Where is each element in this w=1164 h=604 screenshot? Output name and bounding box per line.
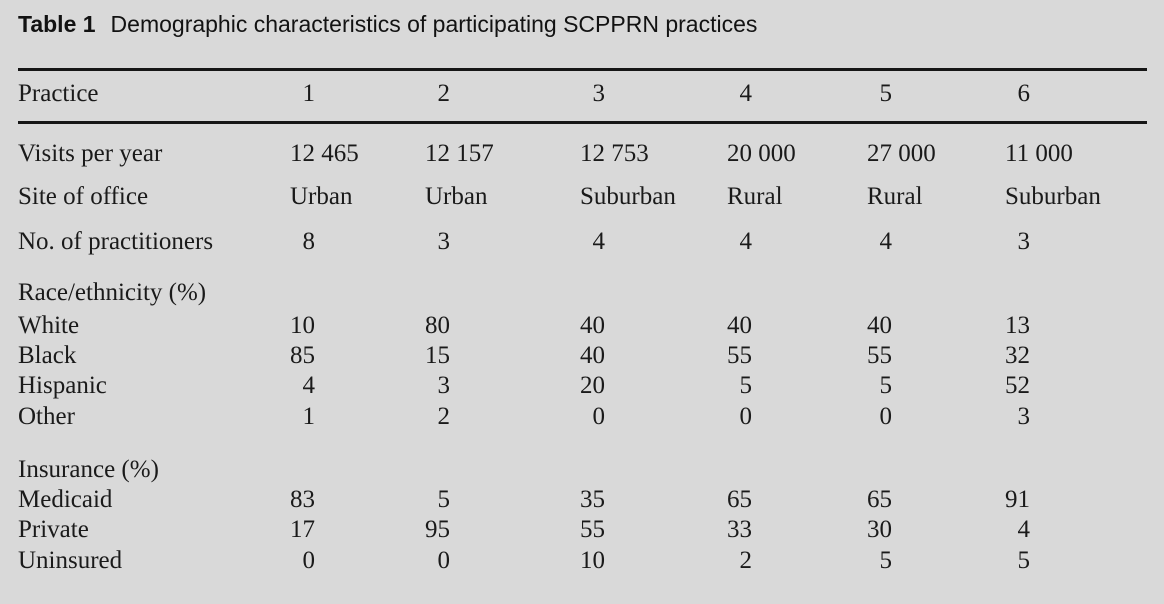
table-cell: 55: [727, 342, 752, 369]
table-cell: 4: [592, 228, 606, 255]
table-cell: 80: [425, 312, 450, 339]
table-cell: 65: [727, 486, 752, 513]
header-col-2: 2: [437, 80, 451, 107]
row-label: White: [18, 312, 80, 339]
table-caption: Table 1 Demographic characteristics of pa…: [18, 11, 757, 38]
header-col-4: 4: [739, 80, 753, 107]
table-cell: 5: [879, 547, 893, 574]
section-heading-label: Race/ethnicity (%): [18, 279, 207, 306]
row-label: No. of practitioners: [18, 228, 214, 255]
table-cell: 27 000: [867, 140, 936, 167]
table-cell: 40: [867, 312, 892, 339]
table-header-row: Practice 1 2 3 4 5 6: [18, 80, 1147, 108]
row-label: Private: [18, 516, 89, 543]
table-cell: 4: [302, 372, 316, 399]
row-label: Hispanic: [18, 372, 107, 399]
row-label: Visits per year: [18, 140, 163, 167]
table-cell: 95: [425, 516, 450, 543]
table-cell: Urban: [425, 183, 488, 210]
table-cell: 65: [867, 486, 892, 513]
row-label: Medicaid: [18, 486, 113, 513]
table-cell: 4: [1017, 516, 1031, 543]
row-label: Uninsured: [18, 547, 123, 574]
table-cell: 8: [302, 228, 316, 255]
table-row-practitioners: No. of practitioners 8 3 4 4 4 3: [18, 228, 1147, 256]
table-cell: 17: [290, 516, 315, 543]
table-row-private: Private 17 95 55 33 30 4: [18, 516, 1147, 544]
table-cell: 3: [437, 228, 451, 255]
table-cell: 5: [879, 372, 893, 399]
table-cell: 40: [727, 312, 752, 339]
table-cell: 30: [867, 516, 892, 543]
table-row-black: Black 85 15 40 55 55 32: [18, 342, 1147, 370]
table-cell: 52: [1005, 372, 1030, 399]
table-row-other: Other 1 2 0 0 0 3: [18, 403, 1147, 431]
table-cell: 13: [1005, 312, 1030, 339]
table-caption-number: Table 1: [18, 11, 96, 37]
table-cell: 1: [302, 403, 316, 430]
table-cell: 3: [437, 372, 451, 399]
table-cell: 12 465: [290, 140, 359, 167]
table-cell: 32: [1005, 342, 1030, 369]
table-cell: Rural: [727, 183, 783, 210]
table-caption-text: Demographic characteristics of participa…: [110, 11, 758, 37]
table-cell: 0: [879, 403, 893, 430]
table-cell: Suburban: [580, 183, 676, 210]
top-rule: [18, 68, 1147, 71]
table-cell: 12 157: [425, 140, 494, 167]
table-cell: 55: [580, 516, 605, 543]
table-cell: 11 000: [1005, 140, 1073, 167]
table-cell: 3: [1017, 403, 1031, 430]
table-cell: 12 753: [580, 140, 649, 167]
table-cell: 33: [727, 516, 752, 543]
table-cell: 0: [739, 403, 753, 430]
table-cell: 83: [290, 486, 315, 513]
table-row-site-of-office: Site of office Urban Urban Suburban Rura…: [18, 183, 1147, 211]
table-cell: 40: [580, 342, 605, 369]
table-cell: 0: [302, 547, 316, 574]
row-label: Site of office: [18, 183, 149, 210]
table-cell: 0: [437, 547, 451, 574]
table-cell: 91: [1005, 486, 1030, 513]
table-cell: 4: [739, 228, 753, 255]
section-heading-label: Insurance (%): [18, 456, 159, 483]
header-col-5: 5: [879, 80, 893, 107]
header-label: Practice: [18, 80, 99, 107]
header-col-3: 3: [592, 80, 606, 107]
table-row-uninsured: Uninsured 0 0 10 2 5 5: [18, 547, 1147, 575]
table-row-medicaid: Medicaid 83 5 35 65 65 91: [18, 486, 1147, 514]
table-cell: 2: [739, 547, 753, 574]
table-cell: 10: [580, 547, 605, 574]
table-cell: 40: [580, 312, 605, 339]
table-cell: 5: [739, 372, 753, 399]
table-cell: Urban: [290, 183, 353, 210]
table-cell: Rural: [867, 183, 923, 210]
table-cell: 20: [580, 372, 605, 399]
table-cell: 2: [437, 403, 451, 430]
table-cell: 3: [1017, 228, 1031, 255]
header-col-6: 6: [1017, 80, 1031, 107]
table-cell: 5: [1017, 547, 1031, 574]
section-heading-insurance: Insurance (%): [18, 456, 1147, 484]
table-cell: 0: [592, 403, 606, 430]
table-cell: 35: [580, 486, 605, 513]
table-cell: 10: [290, 312, 315, 339]
table-cell: 20 000: [727, 140, 796, 167]
header-rule: [18, 121, 1147, 124]
table-cell: 5: [437, 486, 451, 513]
section-heading-race-ethnicity: Race/ethnicity (%): [18, 279, 1147, 307]
table-row-visits-per-year: Visits per year 12 465 12 157 12 753 20 …: [18, 140, 1147, 168]
table-cell: 15: [425, 342, 450, 369]
table-cell: 85: [290, 342, 315, 369]
row-label: Black: [18, 342, 77, 369]
table-cell: 4: [879, 228, 893, 255]
table-row-hispanic: Hispanic 4 3 20 5 5 52: [18, 372, 1147, 400]
table-cell: Suburban: [1005, 183, 1101, 210]
row-label: Other: [18, 403, 75, 430]
table-row-white: White 10 80 40 40 40 13: [18, 312, 1147, 340]
table-cell: 55: [867, 342, 892, 369]
header-col-1: 1: [302, 80, 316, 107]
